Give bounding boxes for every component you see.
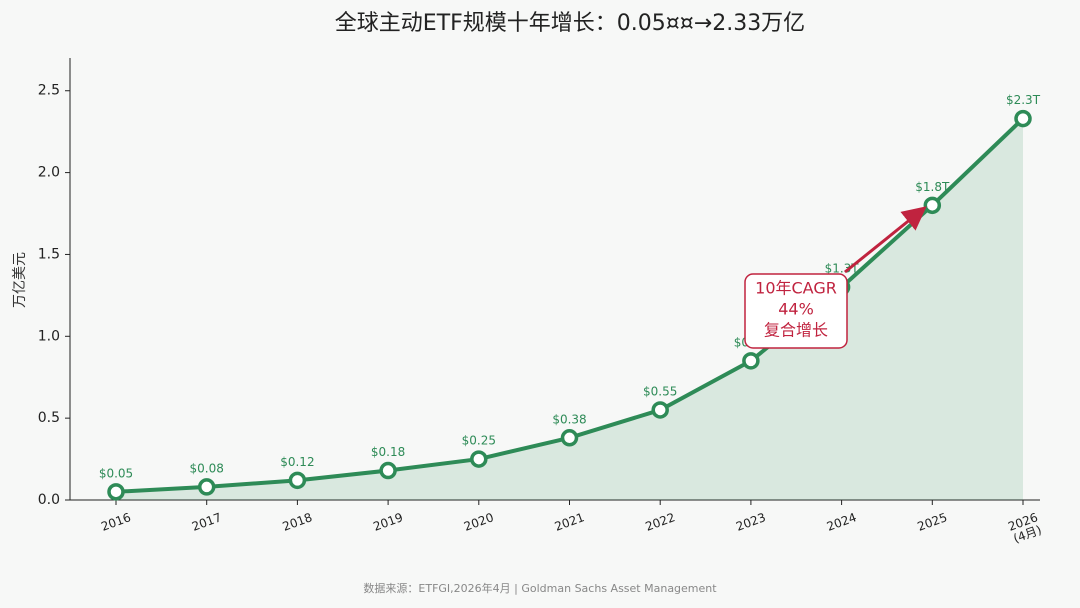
point <box>651 401 669 419</box>
x-tick-label: 2026(4月) <box>1006 510 1044 546</box>
x-tick-label: 2019 <box>371 510 404 534</box>
point <box>379 461 397 480</box>
y-axis-label: 万亿美元 <box>12 252 28 308</box>
value-label: $0.12 <box>280 455 314 469</box>
point <box>470 450 488 468</box>
value-label: $1.3T <box>825 262 860 276</box>
y-tick-label: 2.5 <box>38 83 60 99</box>
annotation-text: 10年CAGR <box>755 279 837 298</box>
value-label: $0.18 <box>371 445 405 459</box>
y-tick-label: 2.0 <box>38 165 60 181</box>
value-label: $0.38 <box>552 412 586 426</box>
point <box>560 429 579 447</box>
point <box>923 196 942 215</box>
annotation-text: 44% <box>778 300 814 319</box>
x-tick-label: 2016 <box>99 510 132 534</box>
y-tick-label: 0.5 <box>38 410 60 426</box>
x-tick-label: 2020 <box>462 510 495 534</box>
point <box>288 471 307 490</box>
value-label: $0.05 <box>99 466 133 480</box>
annotation-arrow <box>844 206 927 274</box>
value-label: $0.25 <box>462 434 496 448</box>
x-tick-label: 2024 <box>825 510 858 534</box>
point <box>742 352 760 370</box>
annotation-text: 复合增长 <box>764 321 828 340</box>
x-tick-label: 2021 <box>553 510 586 534</box>
x-tick-label: 2018 <box>280 510 313 534</box>
x-tick-label: 2025 <box>915 510 948 534</box>
x-tick-label: 2022 <box>643 510 676 534</box>
y-tick-label: 1.0 <box>38 328 60 344</box>
value-label: $2.3T <box>1006 93 1041 107</box>
x-tick-label: 2023 <box>734 510 767 534</box>
value-label: $0.08 <box>190 461 224 475</box>
point <box>107 483 125 501</box>
y-tick-label: 1.5 <box>38 246 60 262</box>
annotation-box <box>744 273 848 349</box>
point <box>197 478 216 496</box>
source: 数据来源：ETFGI,2026年4月 | Goldman Sachs Asset… <box>363 581 717 595</box>
value-label: $1.8T <box>915 180 950 194</box>
area <box>116 118 1023 500</box>
y-tick-label: 0.0 <box>38 492 60 508</box>
point <box>1014 109 1032 128</box>
x-tick-label: 2017 <box>190 510 223 534</box>
value-label: $0.55 <box>643 384 677 398</box>
chart-title: 全球主动ETF规模十年增长：0.05¤¤→2.33万亿 <box>335 11 805 36</box>
